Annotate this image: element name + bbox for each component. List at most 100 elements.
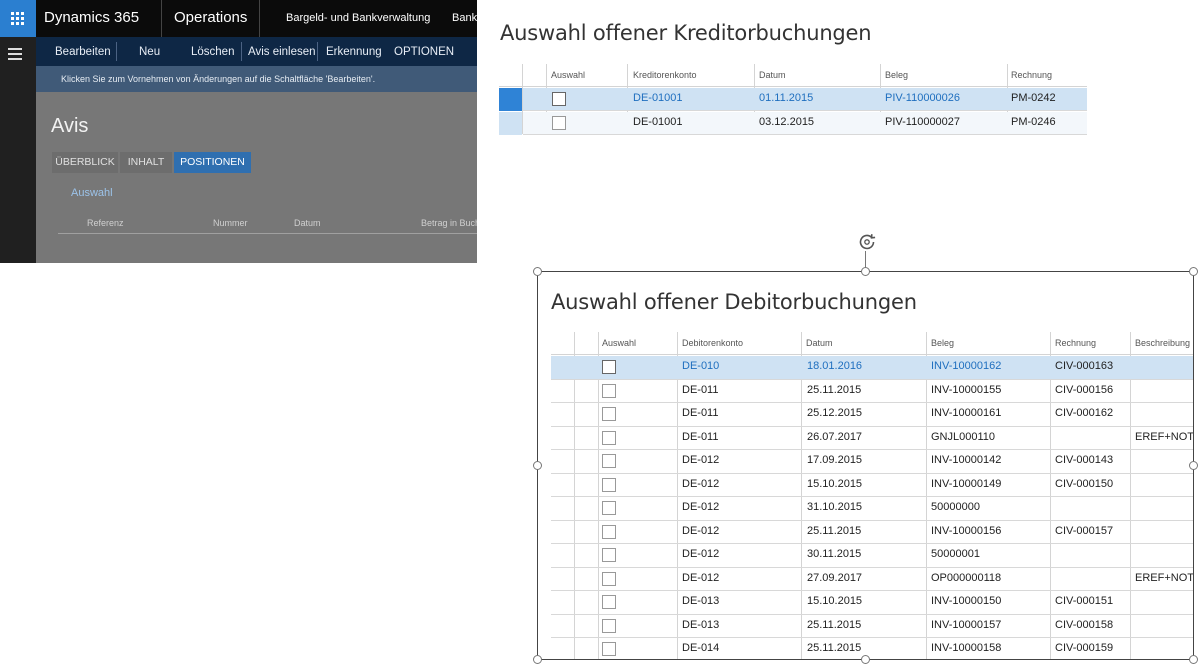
debtor-account[interactable]: DE-012: [682, 548, 720, 560]
hamburger-menu-icon[interactable]: [8, 48, 22, 63]
table-row[interactable]: DE-013 25.11.2015 INV-10000157 CIV-000158: [551, 615, 1193, 638]
selection-checkbox[interactable]: [602, 618, 616, 633]
table-row[interactable]: DE-01001 01.11.2015 PIV-110000026 PM-024…: [523, 88, 1087, 111]
tab-positions[interactable]: POSITIONEN: [174, 152, 251, 173]
row-selector[interactable]: [499, 112, 522, 135]
row-selector[interactable]: [499, 88, 522, 111]
table-row[interactable]: DE-012 25.11.2015 INV-10000156 CIV-000157: [551, 521, 1193, 544]
column-header[interactable]: Beleg: [885, 70, 909, 80]
column-header[interactable]: Beleg: [931, 338, 955, 348]
selection-checkbox[interactable]: [602, 501, 616, 515]
creditor-account[interactable]: DE-01001: [633, 92, 683, 104]
column-header[interactable]: Kreditorenkonto: [633, 70, 697, 80]
creditor-account[interactable]: DE-01001: [633, 116, 683, 128]
table-row[interactable]: DE-012 31.10.2015 50000000: [551, 497, 1193, 521]
column-header[interactable]: Beschreibung: [1135, 338, 1191, 348]
table-row[interactable]: DE-012 15.10.2015 INV-10000149 CIV-000150: [551, 474, 1193, 497]
debtor-account[interactable]: DE-012: [682, 524, 720, 537]
breadcrumb-item[interactable]: Bank: [452, 12, 477, 24]
selection-checkbox[interactable]: [602, 360, 616, 374]
voucher-cell[interactable]: PIV-110000027: [885, 116, 961, 128]
selection-checkbox[interactable]: [602, 524, 616, 539]
voucher-cell[interactable]: INV-10000157: [931, 618, 1002, 631]
tab-content[interactable]: INHALT: [120, 152, 172, 173]
table-row[interactable]: DE-013 15.10.2015 INV-10000150 CIV-000151: [551, 591, 1193, 615]
column-header[interactable]: Nummer: [213, 218, 248, 228]
table-row[interactable]: DE-012 27.09.2017 OP000000118 EREF+NOTP: [551, 568, 1193, 591]
resize-handle[interactable]: [533, 461, 542, 470]
import-advice-button[interactable]: Avis einlesen: [248, 46, 316, 58]
delete-button[interactable]: Löschen: [191, 46, 235, 58]
column-header[interactable]: Datum: [294, 218, 321, 228]
new-button[interactable]: Neu: [139, 46, 161, 58]
tab-overview[interactable]: ÜBERBLICK: [52, 152, 118, 173]
debtor-account[interactable]: DE-013: [682, 595, 720, 607]
debtor-account[interactable]: DE-011: [682, 407, 719, 419]
table-row[interactable]: DE-01001 03.12.2015 PIV-110000027 PM-024…: [523, 112, 1087, 135]
resize-handle[interactable]: [533, 267, 542, 276]
column-header[interactable]: Betrag in Buch: [421, 218, 477, 228]
debtor-account[interactable]: DE-012: [682, 571, 720, 584]
resize-handle[interactable]: [861, 655, 870, 664]
resize-handle[interactable]: [1189, 655, 1198, 664]
voucher-cell[interactable]: INV-10000162: [931, 360, 1002, 372]
debtor-account[interactable]: DE-012: [682, 501, 720, 513]
options-button[interactable]: OPTIONEN: [394, 46, 455, 58]
voucher-cell[interactable]: OP000000118: [931, 571, 1002, 584]
table-row[interactable]: DE-011 26.07.2017 GNJL000110 EREF+NOTP: [551, 427, 1193, 450]
debtor-account[interactable]: DE-012: [682, 477, 720, 490]
column-header[interactable]: Auswahl: [551, 70, 586, 80]
brand-title[interactable]: Dynamics 365: [44, 9, 140, 26]
debtor-account[interactable]: DE-010: [682, 360, 720, 372]
selection-checkbox[interactable]: [602, 571, 616, 586]
voucher-cell[interactable]: INV-10000155: [931, 383, 1002, 396]
voucher-cell[interactable]: 50000000: [931, 501, 980, 513]
app-launcher-button[interactable]: [0, 0, 36, 37]
voucher-cell[interactable]: INV-10000149: [931, 477, 1002, 490]
voucher-cell[interactable]: INV-10000142: [931, 454, 1002, 466]
column-header[interactable]: Rechnung: [1011, 70, 1053, 80]
debtor-account[interactable]: DE-011: [682, 430, 719, 443]
column-header[interactable]: Auswahl: [602, 338, 637, 348]
debtor-account[interactable]: DE-013: [682, 618, 720, 631]
resize-handle[interactable]: [861, 267, 870, 276]
table-row[interactable]: DE-012 30.11.2015 50000001: [551, 544, 1193, 568]
voucher-cell[interactable]: INV-10000150: [931, 595, 1002, 607]
column-header[interactable]: Debitorenkonto: [682, 338, 744, 348]
table-row[interactable]: DE-010 18.01.2016 INV-10000162 CIV-000163: [551, 356, 1193, 380]
selection-checkbox[interactable]: [602, 595, 616, 609]
table-row[interactable]: DE-011 25.12.2015 INV-10000161 CIV-000162: [551, 403, 1193, 427]
selection-checkbox[interactable]: [552, 92, 566, 106]
module-title[interactable]: Operations: [174, 9, 248, 26]
debtor-account[interactable]: DE-011: [682, 383, 719, 396]
selection-checkbox[interactable]: [602, 548, 616, 562]
breadcrumb-item[interactable]: Bargeld- und Bankverwaltung: [286, 12, 431, 24]
voucher-cell[interactable]: GNJL000110: [931, 430, 996, 443]
resize-handle[interactable]: [1189, 267, 1198, 276]
column-header[interactable]: Datum: [759, 70, 786, 80]
column-header[interactable]: Rechnung: [1055, 338, 1097, 348]
debtor-account[interactable]: DE-014: [682, 642, 720, 654]
table-row[interactable]: DE-012 17.09.2015 INV-10000142 CIV-000143: [551, 450, 1193, 474]
selection-checkbox[interactable]: [602, 642, 616, 656]
selection-checkbox[interactable]: [602, 477, 616, 492]
voucher-cell[interactable]: INV-10000158: [931, 642, 1002, 654]
table-row[interactable]: DE-014 25.11.2015 INV-10000158 CIV-000159: [551, 638, 1193, 659]
column-header[interactable]: Datum: [806, 338, 833, 348]
voucher-cell[interactable]: INV-10000156: [931, 524, 1002, 537]
recognition-button[interactable]: Erkennung: [326, 46, 382, 58]
selection-checkbox[interactable]: [602, 407, 616, 421]
edit-button[interactable]: Bearbeiten: [55, 46, 111, 58]
selection-checkbox[interactable]: [602, 383, 616, 398]
table-row[interactable]: DE-011 25.11.2015 INV-10000155 CIV-000156: [551, 380, 1193, 403]
selection-checkbox[interactable]: [552, 116, 566, 130]
selection-link[interactable]: Auswahl: [71, 187, 113, 199]
voucher-cell[interactable]: 50000001: [931, 548, 980, 560]
rotate-handle-icon[interactable]: [855, 230, 879, 254]
column-header[interactable]: Referenz: [87, 218, 124, 228]
selection-checkbox[interactable]: [602, 430, 616, 445]
voucher-cell[interactable]: INV-10000161: [931, 407, 1002, 419]
resize-handle[interactable]: [533, 655, 542, 664]
debtor-account[interactable]: DE-012: [682, 454, 720, 466]
voucher-cell[interactable]: PIV-110000026: [885, 92, 961, 104]
